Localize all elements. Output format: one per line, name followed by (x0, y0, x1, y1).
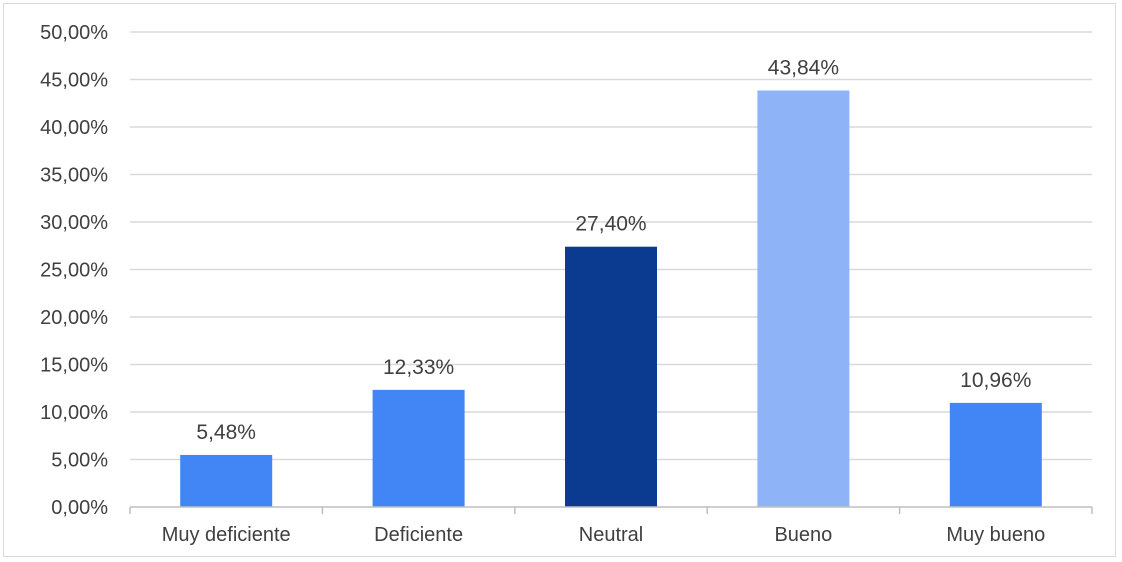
y-tick-label: 45,00% (40, 70, 108, 92)
bars (180, 90, 1042, 508)
bar-bueno (757, 90, 850, 508)
bar-muy-deficiente (180, 454, 273, 507)
x-axis (129, 506, 1093, 514)
data-label: 5,48% (196, 421, 256, 444)
y-axis-tick-labels: 0,00% 5,00% 10,00% 15,00% 20,00% 25,00% 30,00%… (40, 22, 108, 519)
x-category-label: Deficiente (374, 524, 463, 546)
y-tick-label: 50,00% (40, 22, 108, 44)
gridlines (130, 31, 1092, 461)
y-tick-label: 10,00% (40, 402, 108, 424)
y-tick-label: 30,00% (40, 212, 108, 234)
x-category-label: Neutral (579, 524, 643, 546)
data-label: 43,84% (768, 57, 839, 80)
bar-neutral (565, 246, 657, 507)
data-label: 12,33% (383, 356, 454, 379)
y-tick-label: 0,00% (51, 497, 108, 519)
x-category-label: Muy bueno (946, 524, 1045, 546)
y-tick-label: 40,00% (40, 117, 108, 139)
x-category-label: Muy deficiente (162, 524, 291, 546)
y-tick-label: 25,00% (40, 260, 108, 282)
x-category-label: Bueno (774, 524, 832, 546)
data-label: 10,96% (960, 369, 1031, 392)
bar-muy-bueno (949, 402, 1042, 507)
y-tick-label: 15,00% (40, 355, 108, 377)
y-tick-label: 20,00% (40, 307, 108, 329)
y-tick-label: 35,00% (40, 165, 108, 187)
data-labels: 5,48% 12,33% 27,40% 43,84% 10,96% (196, 57, 1031, 444)
data-label: 27,40% (575, 213, 646, 236)
bar-deficiente (372, 389, 465, 507)
x-axis-category-labels: Muy deficiente Deficiente Neutral Bueno Muy … (162, 524, 1046, 546)
y-tick-label: 5,00% (51, 450, 108, 472)
